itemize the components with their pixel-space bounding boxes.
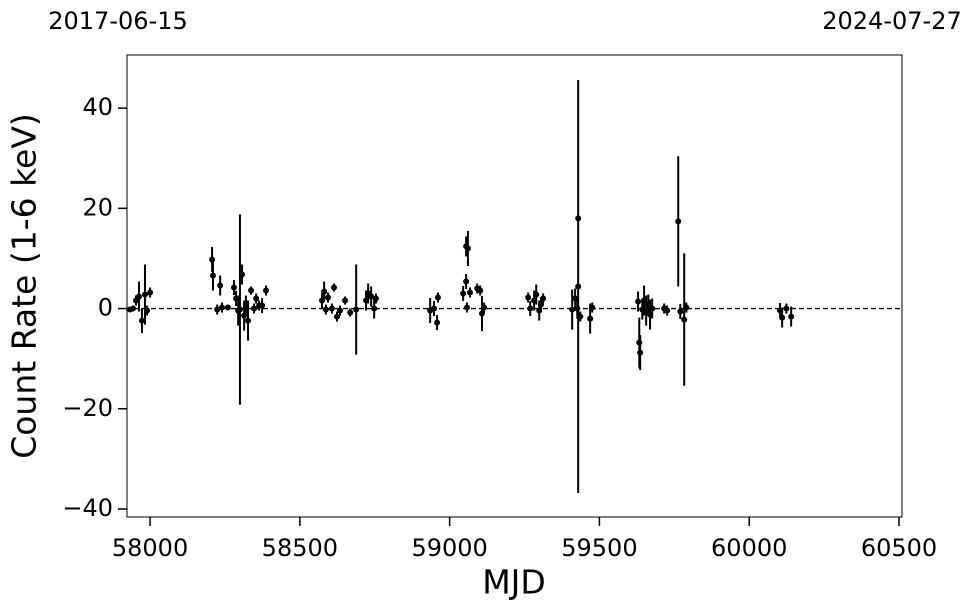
data-point (464, 304, 471, 311)
data-point (259, 302, 266, 309)
data-point (322, 306, 329, 313)
x-tick-label: 59000 (411, 534, 487, 562)
data-point (540, 295, 547, 302)
data-point (467, 289, 474, 296)
data-point (368, 293, 375, 300)
data-point (224, 304, 231, 311)
data-point (135, 293, 142, 300)
data-point (214, 306, 221, 313)
data-point (434, 294, 441, 301)
data-point (129, 305, 136, 312)
y-tick-label: 0 (98, 294, 113, 322)
y-axis-label: Count Rate (1-6 keV) (5, 113, 44, 459)
data-point (230, 284, 237, 291)
data-point (321, 288, 328, 295)
data-point (464, 245, 471, 252)
x-axis-label: MJD (482, 563, 546, 602)
plot-frame (126, 54, 903, 518)
data-point (681, 316, 688, 323)
data-point (463, 278, 470, 285)
end-date: 2024-07-27 (822, 7, 961, 35)
data-point (138, 317, 145, 324)
data-point (141, 291, 148, 298)
data-point (683, 304, 690, 311)
x-tick-label: 60000 (711, 534, 787, 562)
data-point (347, 309, 354, 316)
data-point (577, 313, 584, 320)
data-point (783, 305, 790, 312)
data-point (675, 218, 682, 225)
data-point (587, 315, 594, 322)
data-point (677, 308, 684, 315)
y-tick-label: 20 (82, 193, 113, 221)
y-tick-label: −20 (62, 394, 113, 422)
data-point (328, 305, 335, 312)
data-point (251, 305, 258, 312)
data-point (434, 319, 441, 326)
x-tick-label: 58000 (112, 534, 188, 562)
data-point (779, 314, 786, 321)
data-point (336, 307, 343, 314)
data-point (569, 306, 576, 313)
data-point (527, 305, 534, 312)
data-point (635, 298, 642, 305)
data-point (460, 290, 467, 297)
data-point (649, 305, 656, 312)
y-tick-label: 40 (82, 93, 113, 121)
data-point (575, 215, 582, 222)
y-tick-label: −40 (62, 494, 113, 522)
data-point (331, 284, 338, 291)
start-date: 2017-06-15 (48, 7, 187, 35)
data-point (342, 297, 349, 304)
data-point (525, 294, 532, 301)
data-point (637, 349, 644, 356)
data-point (325, 294, 332, 301)
data-point (664, 307, 671, 314)
data-point (236, 306, 243, 313)
data-point (209, 272, 216, 279)
x-tick-label: 58500 (262, 534, 338, 562)
data-point (239, 271, 246, 278)
data-point (589, 304, 596, 311)
data-point (334, 313, 341, 320)
data-point (788, 313, 795, 320)
data-point (477, 287, 484, 294)
data-point (371, 305, 378, 312)
data-point (248, 287, 255, 294)
data-point (372, 295, 379, 302)
data-point (575, 283, 582, 290)
data-point (147, 289, 154, 296)
data-point (353, 306, 360, 313)
data-point (144, 307, 151, 314)
x-tick-label: 59500 (561, 534, 637, 562)
data-point (263, 287, 270, 294)
data-point (481, 304, 488, 311)
data-point (533, 291, 540, 298)
data-point (245, 317, 252, 324)
data-point (431, 305, 438, 312)
data-point (218, 304, 225, 311)
data-point (253, 295, 260, 302)
x-tick-label: 60500 (861, 534, 937, 562)
data-point (217, 282, 224, 289)
